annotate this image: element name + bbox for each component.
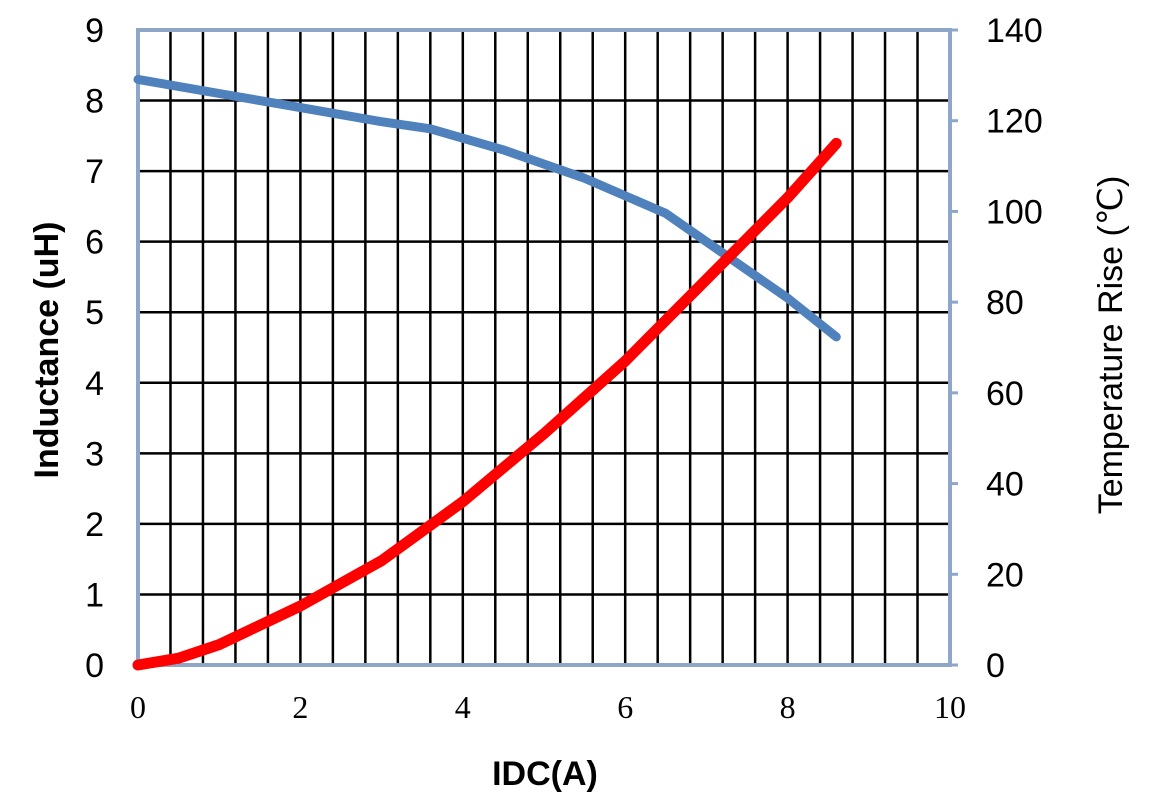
right-axis-tick-label: 140 — [986, 12, 1043, 50]
plot-frame — [136, 28, 958, 667]
x-axis-tick-label: 10 — [934, 689, 966, 725]
x-axis-tick-label: 8 — [780, 689, 796, 725]
left-axis-tick-label: 8 — [85, 83, 104, 121]
series-lines — [132, 74, 842, 671]
left-axis-title: Inductance (uH) — [28, 222, 66, 479]
left-axis-tick-label: 7 — [85, 153, 104, 191]
x-axis-tick-label: 4 — [455, 689, 471, 725]
right-axis-tick-label: 100 — [986, 193, 1043, 231]
right-axis-tick-label: 80 — [986, 284, 1024, 322]
x-axis-title: IDC(A) — [492, 755, 598, 793]
grid — [138, 30, 950, 665]
temperature-rise-line — [132, 137, 842, 671]
right-axis-tick-label: 20 — [986, 556, 1024, 594]
right-axis-tick-label: 0 — [986, 647, 1005, 685]
left-axis-tick-label: 5 — [85, 294, 104, 332]
left-axis-tick-label: 4 — [85, 365, 104, 403]
x-axis-tick-label: 6 — [617, 689, 633, 725]
left-axis-tick-label: 9 — [85, 12, 104, 50]
left-axis-tick-label: 2 — [85, 506, 104, 544]
right-axis-tick-label: 60 — [986, 375, 1024, 413]
x-axis-tick-label: 2 — [292, 689, 308, 725]
left-axis-tick-label: 6 — [85, 224, 104, 262]
right-axis-tick-label: 120 — [986, 103, 1043, 141]
left-axis-tick-label: 3 — [85, 435, 104, 473]
right-axis-tick-label: 40 — [986, 466, 1024, 504]
inductance-line — [133, 74, 841, 342]
right-axis-title: Temperature Rise (℃) — [1092, 176, 1130, 515]
left-axis-tick-label: 1 — [85, 576, 104, 614]
plot-border — [136, 28, 952, 667]
tick-labels: 0 1 2 3 4 5 6 7 8 9 0 20 40 60 80 100 120 140 0 2 4 6 8 10 — [85, 12, 1043, 725]
x-axis-tick-label: 0 — [130, 689, 146, 725]
left-axis-tick-label: 0 — [85, 647, 104, 685]
